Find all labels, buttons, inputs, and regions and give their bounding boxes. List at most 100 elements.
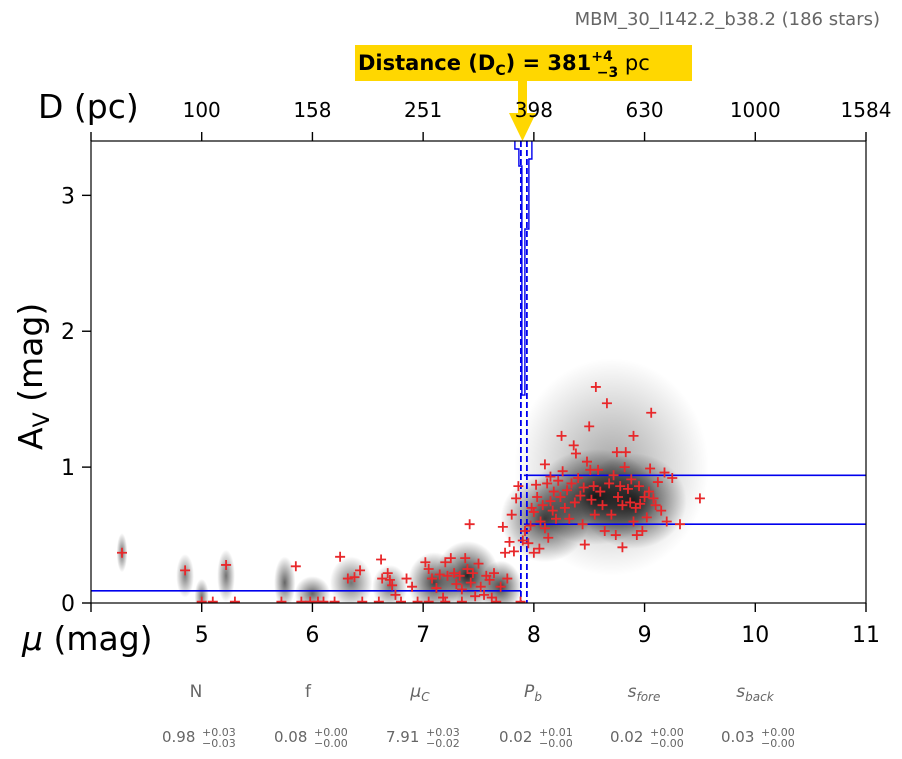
star-marker <box>641 512 652 523</box>
parameter-value: 0.98 <box>162 728 195 746</box>
star-marker <box>445 553 456 564</box>
star-marker <box>479 589 490 600</box>
star-marker <box>440 596 451 603</box>
parameter-upper-error: +0.03 <box>426 726 460 739</box>
top-tick-label: 251 <box>404 98 442 122</box>
star-marker <box>648 493 659 504</box>
distance-label-value: ) = 381 <box>506 51 592 75</box>
star-marker <box>628 430 639 441</box>
star-marker <box>484 574 495 585</box>
y-tick-label: 0 <box>61 592 75 617</box>
parameter-value: 0.08 <box>274 728 307 746</box>
top-tick-label: 398 <box>515 98 553 122</box>
star-marker <box>586 494 597 505</box>
star-marker <box>675 519 685 530</box>
star-marker <box>635 498 646 509</box>
parameter-name: f <box>305 682 312 702</box>
star-marker <box>656 505 667 516</box>
star-marker <box>639 492 650 503</box>
parameter-lower-error: −0.02 <box>426 737 460 750</box>
star-marker <box>555 492 566 503</box>
star-marker <box>456 584 467 595</box>
parameter-value: 7.91 <box>386 728 419 746</box>
star-marker <box>588 481 599 492</box>
star-marker <box>646 407 657 418</box>
star-marker <box>229 596 240 603</box>
star-marker <box>631 530 642 541</box>
density-blob <box>176 554 194 598</box>
x-tick-label: 7 <box>416 623 430 648</box>
star-marker <box>467 568 478 579</box>
y-axis-title-unit: (mag) <box>11 303 50 413</box>
plot-area <box>90 140 867 604</box>
star-markers <box>117 381 705 603</box>
axes: 5 6 7 8 9 10 11 0 1 2 3 100 158 251 398 630 1000 1584 <box>61 98 891 648</box>
star-marker <box>502 573 513 584</box>
star-marker <box>615 481 626 492</box>
star-marker <box>456 596 467 603</box>
star-marker <box>335 551 346 562</box>
x-tick-label: 5 <box>195 623 209 648</box>
density-blob <box>513 358 709 576</box>
star-marker <box>535 516 546 527</box>
y-axis-title: AV (mag) <box>11 303 55 450</box>
star-marker <box>557 466 568 477</box>
star-marker <box>296 596 307 603</box>
x-tick-label: 10 <box>741 623 769 648</box>
top-tick-label: 630 <box>625 98 663 122</box>
star-marker <box>597 500 608 511</box>
star-marker <box>579 539 590 550</box>
y-tick-label: 3 <box>61 184 75 209</box>
star-marker <box>617 542 628 553</box>
distance-label-sub: C <box>495 63 505 79</box>
star-marker <box>548 486 559 497</box>
star-marker <box>613 492 623 503</box>
star-marker <box>423 596 434 603</box>
star-marker <box>500 547 511 558</box>
y-tick-label: 1 <box>61 456 75 481</box>
parameter-upper-error: +0.00 <box>314 726 348 739</box>
star-marker <box>489 568 499 579</box>
top-tick-label: 1584 <box>841 98 892 122</box>
star-marker <box>532 492 543 503</box>
top-tick-label: 1000 <box>730 98 781 122</box>
y-axis-title-main: A <box>11 427 50 450</box>
star-marker <box>542 478 553 489</box>
top-axis-title: D (pc) <box>38 87 139 126</box>
star-marker <box>568 440 579 451</box>
distance-label-minus: −3 <box>597 65 618 81</box>
star-marker <box>475 581 486 592</box>
star-marker <box>622 483 633 494</box>
y-tick-label: 2 <box>61 320 75 345</box>
star-marker <box>412 596 423 603</box>
parameter-lower-error: −0.00 <box>650 737 684 750</box>
star-marker <box>545 471 556 482</box>
star-marker <box>427 573 437 584</box>
star-marker <box>599 525 610 536</box>
star-marker <box>515 596 526 603</box>
star-marker <box>606 509 617 520</box>
star-marker <box>318 596 329 603</box>
parameter-value: 0.02 <box>610 728 643 746</box>
star-marker <box>573 472 584 483</box>
star-marker <box>497 521 508 532</box>
star-marker <box>387 580 398 591</box>
star-marker <box>562 485 573 496</box>
x-axis-title: μ (mag) <box>21 619 153 658</box>
star-marker <box>357 596 368 603</box>
star-marker <box>611 447 622 458</box>
parameter-lower-error: −0.00 <box>539 737 573 750</box>
distance-label: Distance (DC) = 381+4 −3 pc <box>355 45 692 141</box>
star-marker <box>504 536 515 547</box>
star-marker <box>569 497 580 508</box>
star-marker <box>608 470 619 481</box>
star-marker <box>180 565 191 576</box>
star-marker <box>513 481 524 492</box>
star-marker <box>495 581 506 592</box>
distance-arrow-head <box>509 113 536 141</box>
parameter-upper-error: +0.00 <box>761 726 795 739</box>
star-marker <box>637 525 648 536</box>
star-marker <box>377 573 388 584</box>
star-marker <box>523 538 534 549</box>
star-marker <box>543 532 554 543</box>
